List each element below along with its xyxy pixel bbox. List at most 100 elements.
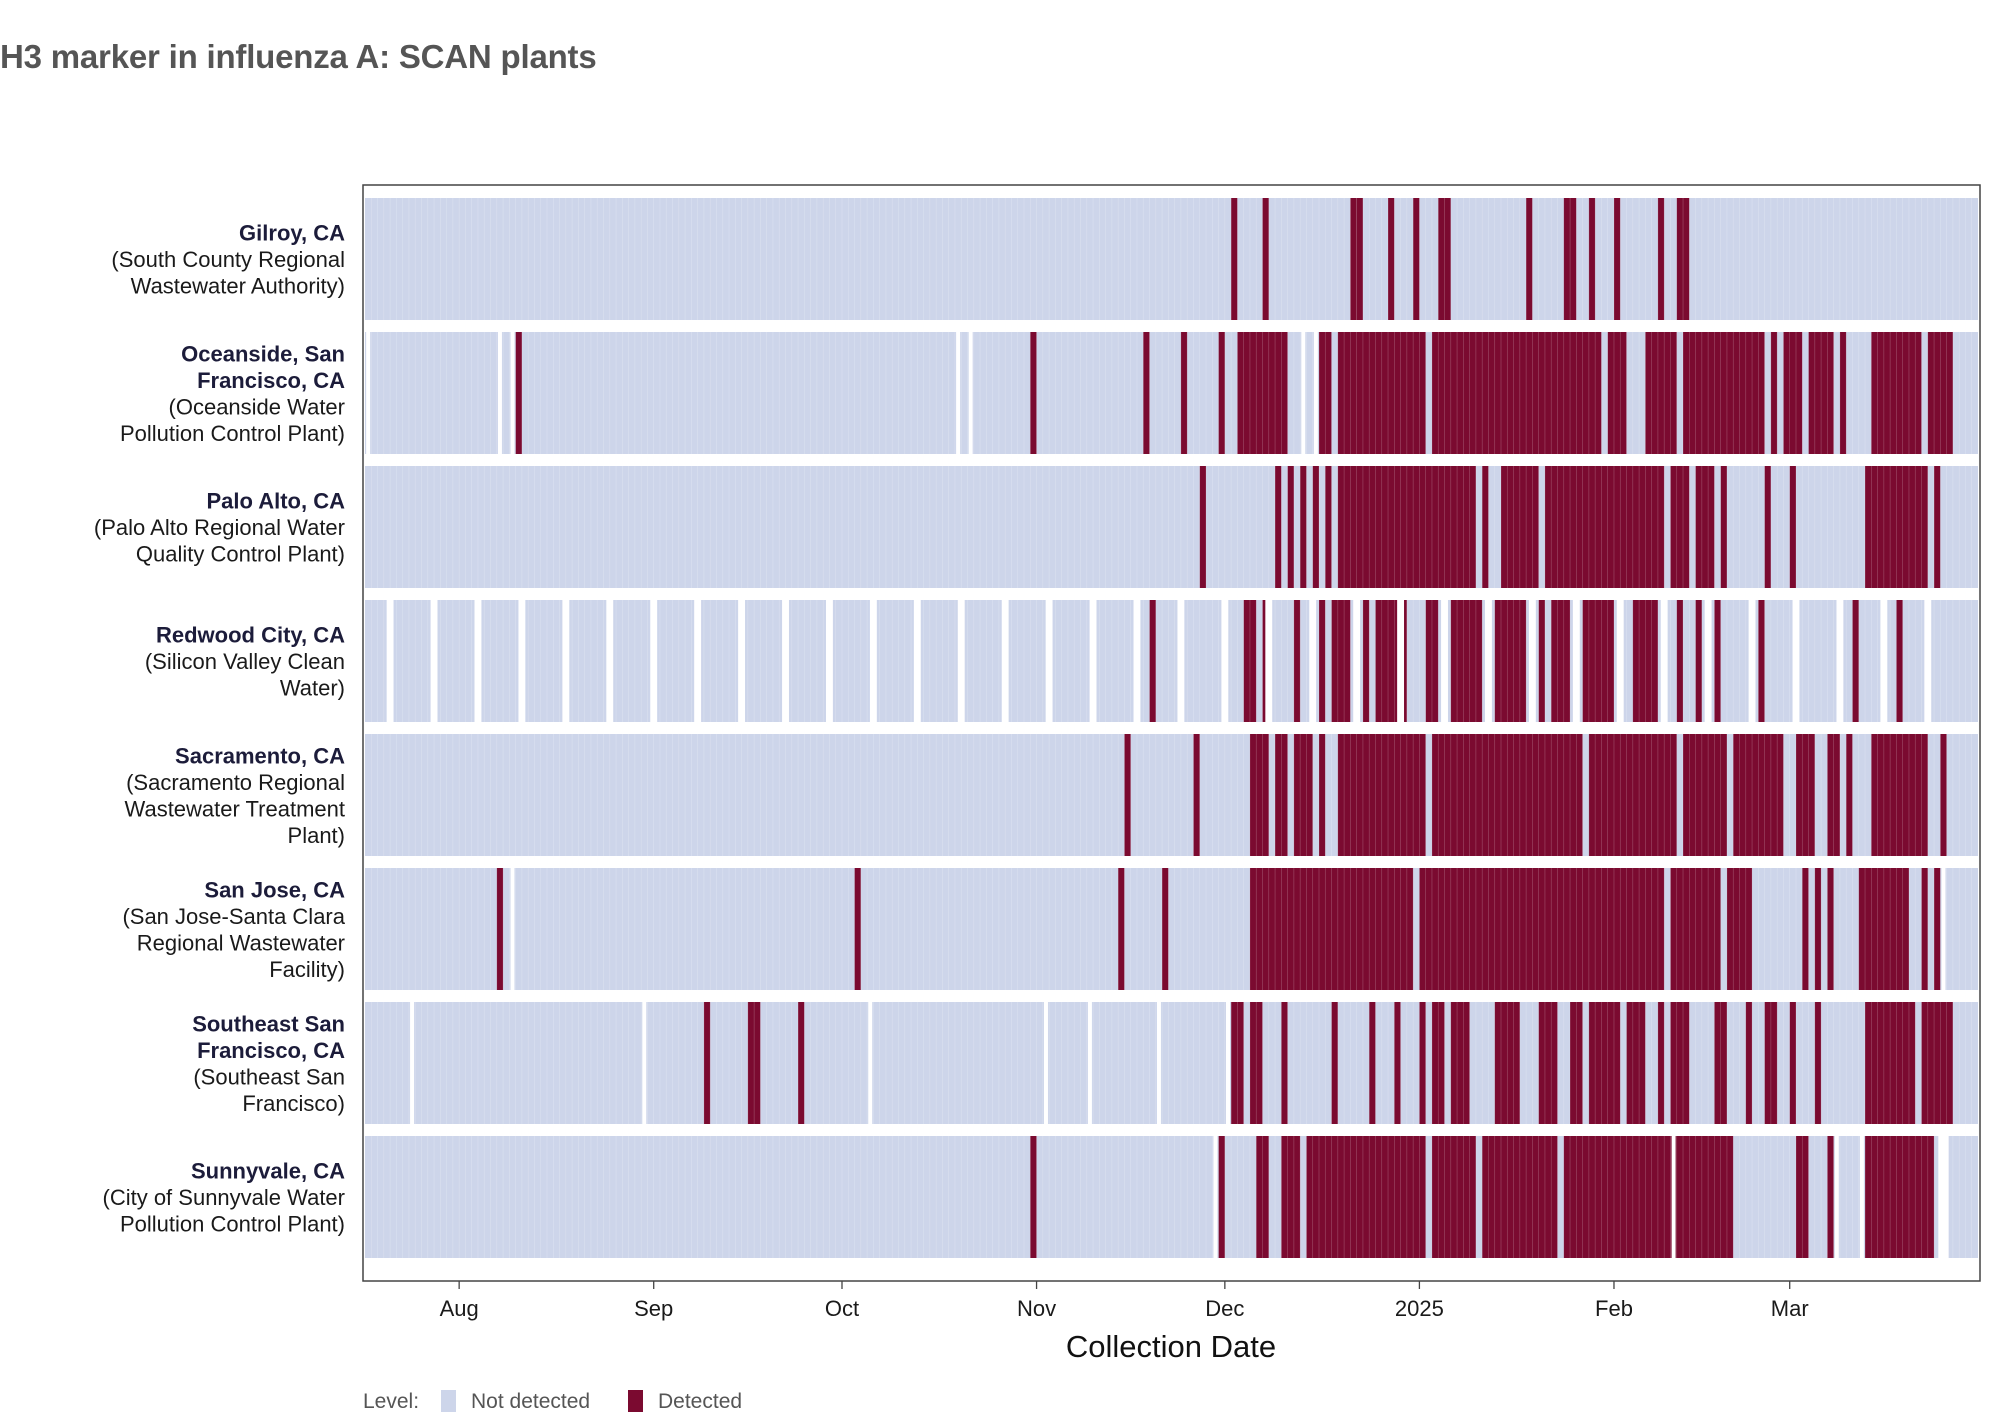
cell-gap bbox=[1616, 600, 1624, 722]
cell-grid bbox=[370, 466, 1973, 588]
cell-detected bbox=[1450, 1002, 1470, 1124]
cell-detected bbox=[1356, 198, 1363, 320]
cell-detected bbox=[1325, 466, 1332, 588]
cell-detected bbox=[1281, 1136, 1301, 1258]
cell-detected bbox=[1695, 466, 1715, 588]
cell-gap bbox=[782, 600, 789, 722]
cell-gap bbox=[1880, 600, 1888, 722]
cell-detected bbox=[1940, 734, 1947, 856]
row-label-facility: Regional Wastewater bbox=[137, 930, 345, 955]
cell-detected bbox=[1839, 332, 1847, 454]
x-axis-title: Collection Date bbox=[1066, 1329, 1276, 1364]
x-tick-label: Feb bbox=[1595, 1296, 1633, 1321]
cell-gap bbox=[1225, 1002, 1230, 1124]
cell-detected bbox=[1526, 198, 1533, 320]
cell-gap bbox=[1528, 600, 1536, 722]
cell-gap bbox=[642, 1002, 647, 1124]
legend-label-detected: Detected bbox=[658, 1390, 742, 1413]
cell-detected bbox=[1865, 1002, 1916, 1124]
row-label-site: Southeast San bbox=[192, 1011, 345, 1036]
cell-detected bbox=[1438, 198, 1445, 320]
x-axis: Aug Sep Oct Nov Dec 2025 Feb Mar bbox=[440, 1281, 1809, 1321]
row-label-facility: (Palo Alto Regional Water bbox=[94, 515, 345, 540]
cell-detected bbox=[1795, 734, 1815, 856]
cell-detected bbox=[1494, 1002, 1520, 1124]
cell-detected bbox=[1657, 1002, 1665, 1124]
x-tick-label: Mar bbox=[1771, 1296, 1809, 1321]
cell-gap bbox=[956, 332, 961, 454]
cell-detected bbox=[1237, 332, 1288, 454]
cell-gap bbox=[366, 332, 371, 454]
cell-detected bbox=[1582, 600, 1614, 722]
cell-gap bbox=[1301, 332, 1306, 454]
row-sacramento-ca bbox=[365, 734, 1978, 856]
cell-detected bbox=[1871, 332, 1922, 454]
cell-grid bbox=[370, 332, 1973, 454]
cell-gap bbox=[694, 600, 702, 722]
cell-grid bbox=[370, 198, 1973, 320]
cell-detected bbox=[1249, 1002, 1263, 1124]
cell-detected bbox=[1482, 1136, 1558, 1258]
cell-grid bbox=[370, 1136, 1973, 1258]
cell-detected bbox=[1482, 466, 1489, 588]
row-palo-alto-ca bbox=[365, 466, 1978, 588]
cell-detected bbox=[854, 868, 861, 990]
cell-detected bbox=[1425, 600, 1439, 722]
cell-detected bbox=[1934, 466, 1941, 588]
cell-gap bbox=[1309, 600, 1317, 722]
cell-detected bbox=[1570, 198, 1577, 320]
cell-detected bbox=[1814, 868, 1822, 990]
cell-detected bbox=[1431, 1136, 1476, 1258]
cell-detected bbox=[1827, 868, 1834, 990]
cell-detected bbox=[1789, 466, 1796, 588]
row-gilroy-ca bbox=[365, 198, 1978, 320]
cell-detected bbox=[1927, 332, 1953, 454]
cell-gap bbox=[606, 600, 614, 722]
row-label-san-jose-ca: San Jose, CA (San Jose-Santa Clara Regiona… bbox=[122, 877, 345, 982]
cell-detected bbox=[1720, 466, 1727, 588]
cell-detected bbox=[1030, 1136, 1037, 1258]
x-tick-label: 2025 bbox=[1395, 1296, 1444, 1321]
cell-detected bbox=[1858, 868, 1909, 990]
cell-gap bbox=[1572, 600, 1580, 722]
cell-detected bbox=[1733, 734, 1784, 856]
row-label-site: Sunnyvale, CA bbox=[191, 1159, 345, 1184]
cell-detected bbox=[1030, 332, 1037, 454]
cell-band-not-detected bbox=[365, 198, 1978, 320]
cell-detected bbox=[1149, 600, 1156, 722]
cell-gap bbox=[410, 1002, 415, 1124]
cell-detected bbox=[1632, 600, 1658, 722]
cell-detected bbox=[1563, 198, 1571, 320]
cell-gap bbox=[1133, 600, 1141, 722]
legend-swatch-not-detected bbox=[441, 1390, 456, 1412]
cell-detected bbox=[747, 1002, 761, 1124]
cell-detected bbox=[1563, 1136, 1734, 1258]
cell-detected bbox=[1814, 1002, 1822, 1124]
cell-grid bbox=[370, 600, 1973, 722]
row-label-facility: Wastewater Authority) bbox=[131, 274, 345, 299]
cell-detected bbox=[1231, 1002, 1244, 1124]
cell-detected bbox=[1764, 466, 1771, 588]
cell-detected bbox=[1695, 600, 1702, 722]
cell-detected bbox=[703, 1002, 711, 1124]
cell-detected bbox=[1852, 600, 1859, 722]
cell-detected bbox=[1413, 198, 1420, 320]
row-label-facility: Plant) bbox=[288, 823, 345, 848]
row-label-site: San Jose, CA bbox=[204, 877, 345, 902]
cell-detected bbox=[1318, 600, 1326, 722]
legend-label-not-detected: Not detected bbox=[471, 1390, 590, 1413]
cell-gap bbox=[1859, 1136, 1864, 1258]
cell-detected bbox=[1331, 1002, 1338, 1124]
cell-gap bbox=[1748, 600, 1756, 722]
cell-detected bbox=[1683, 332, 1765, 454]
row-label-facility: Pollution Control Plant) bbox=[120, 421, 345, 446]
cell-detected bbox=[496, 868, 504, 990]
cell-detected bbox=[1306, 1136, 1426, 1258]
x-tick-label: Dec bbox=[1205, 1296, 1244, 1321]
row-redwood-city-ca bbox=[365, 600, 1978, 722]
row-label-facility: Facility) bbox=[269, 957, 345, 982]
cell-gap bbox=[1177, 600, 1185, 722]
cell-detected bbox=[1287, 466, 1294, 588]
x-tick-label: Oct bbox=[825, 1296, 859, 1321]
cell-detected bbox=[1865, 466, 1928, 588]
